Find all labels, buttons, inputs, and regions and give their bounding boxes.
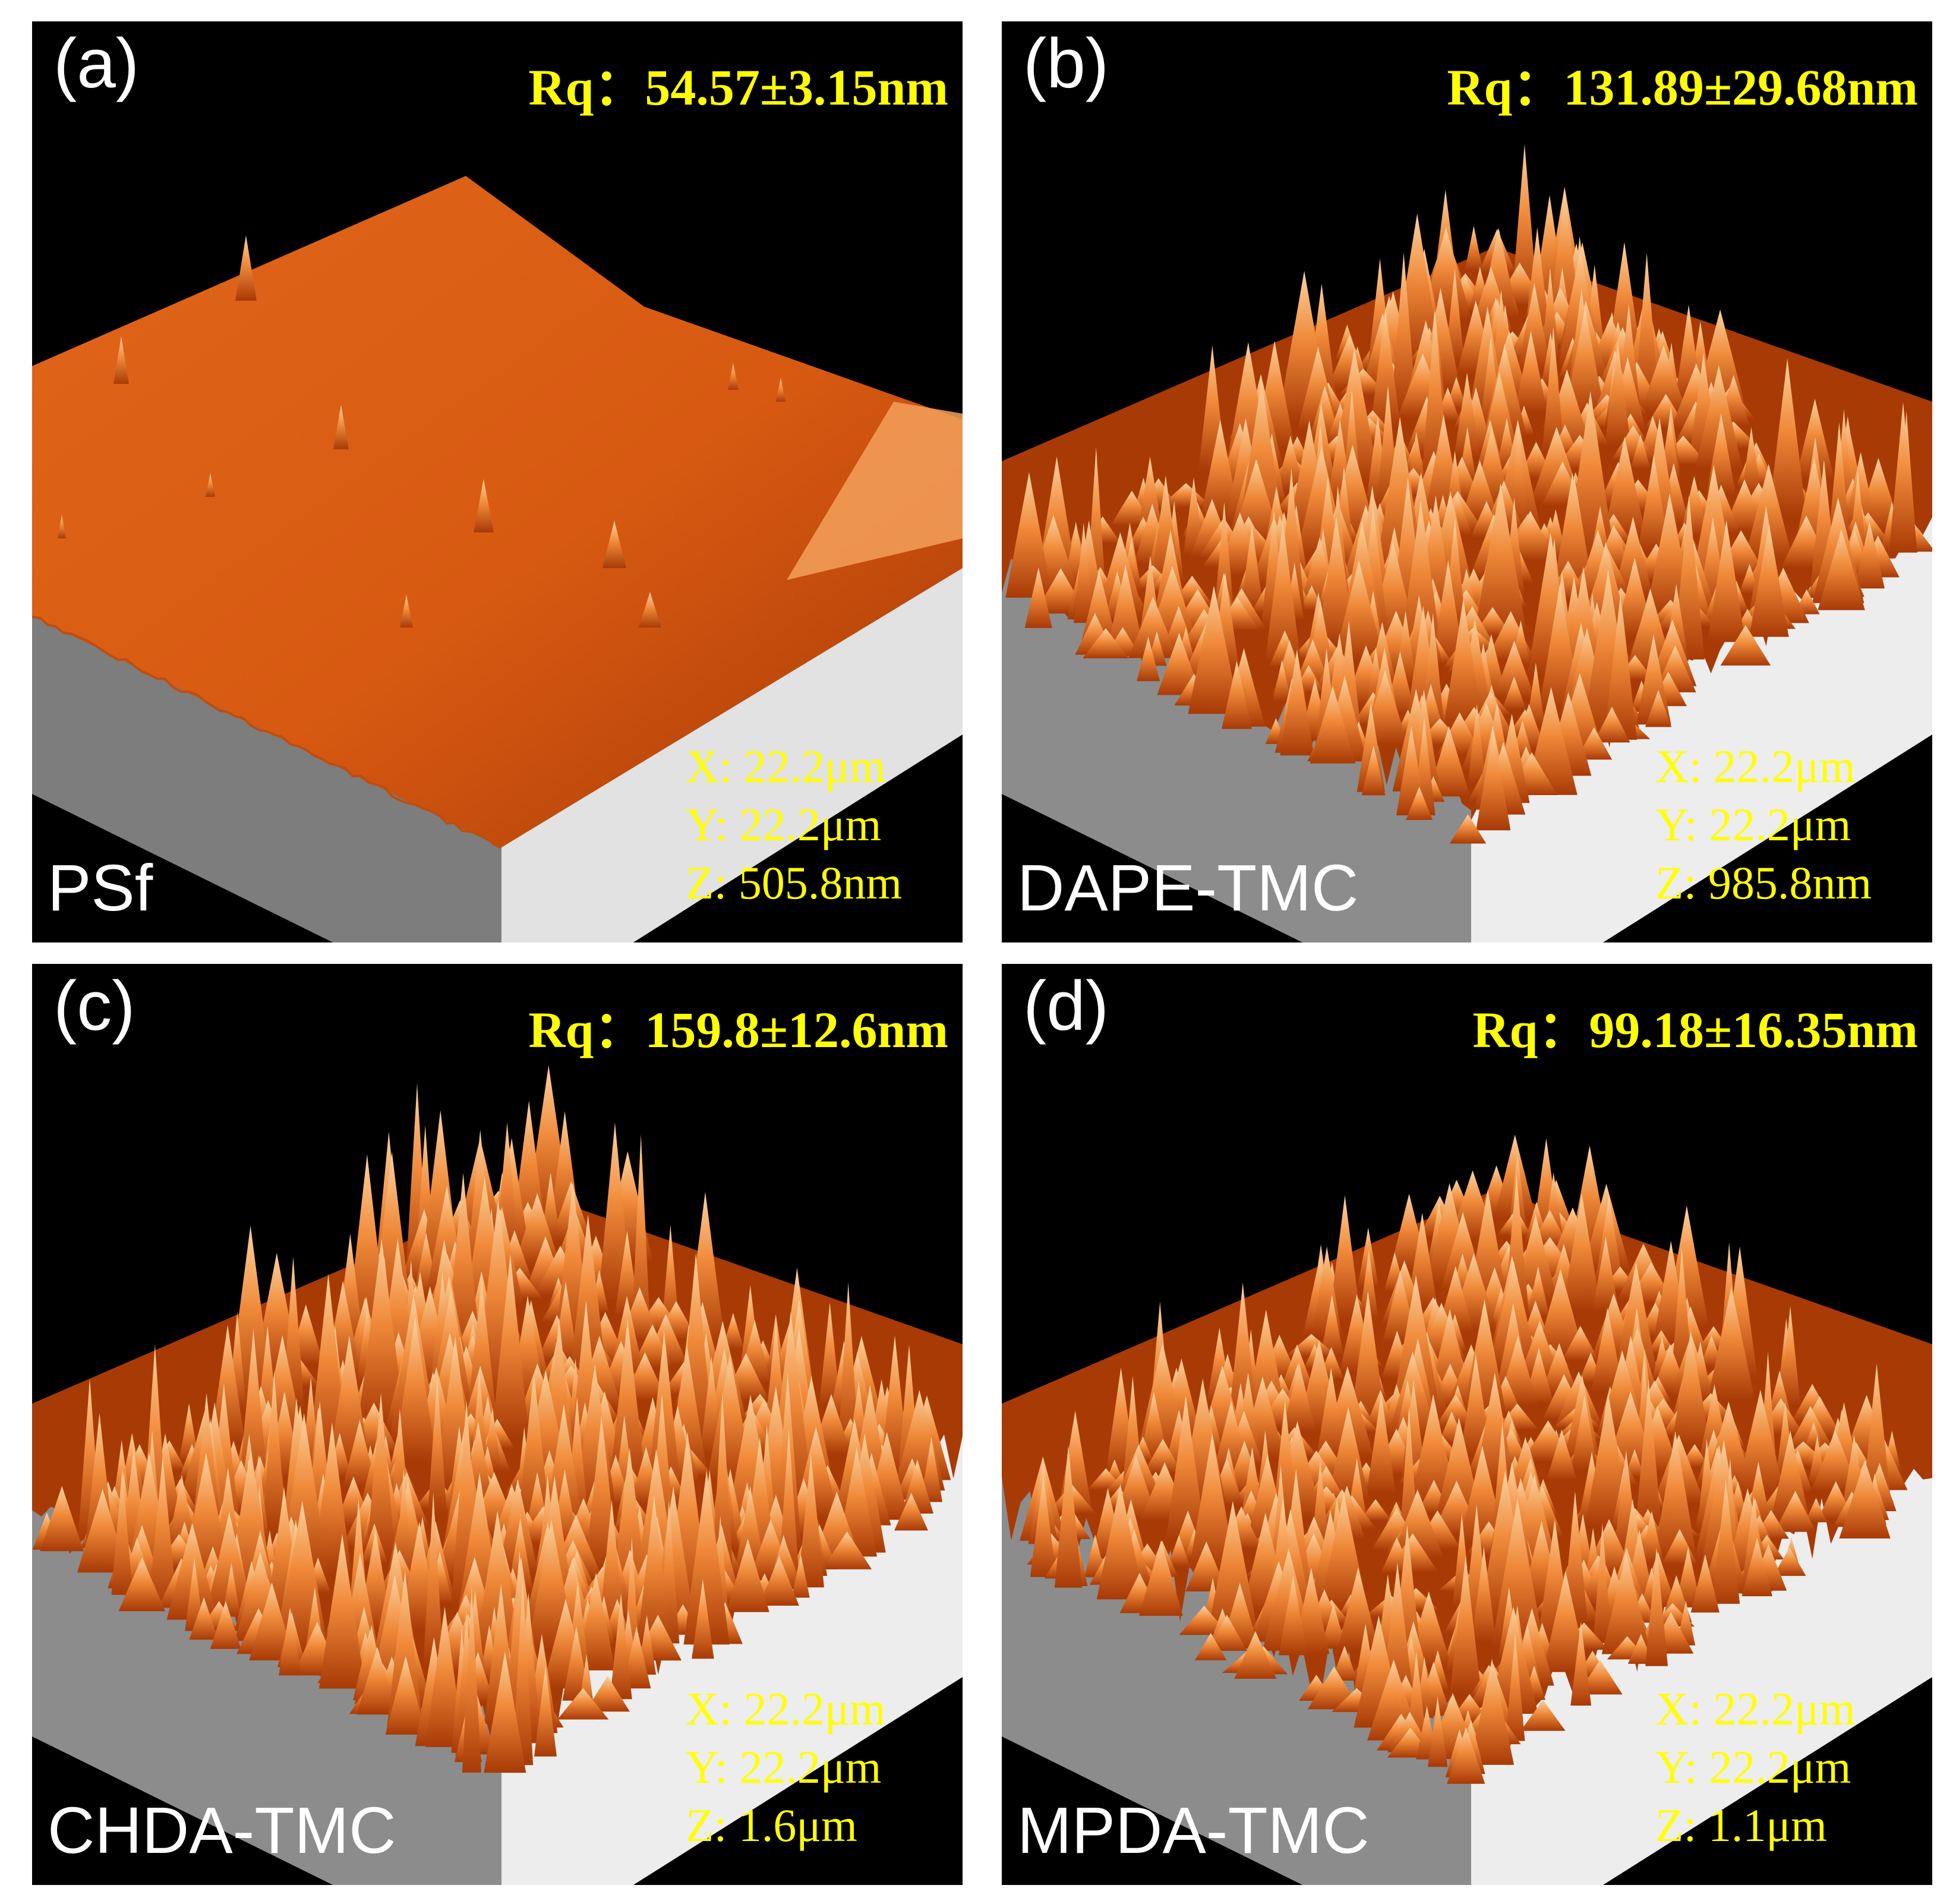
roughness-value: Rq：159.8±12.6nm [528,1001,948,1058]
sample-name: MPDA-TMC [1017,1794,1370,1867]
scan-dimensions: X: 22.2μm Y: 22.2μm Z: 505.8nm [686,737,902,912]
panel-letter: (c) [53,967,135,1045]
scan-dimensions: X: 22.2μm Y: 22.2μm Z: 1.6μm [686,1680,886,1855]
x-scale: X: 22.2μm [1655,1683,1856,1735]
afm-surface-b [1002,144,1932,942]
afm-panel-a: (a) Rq：54.57±3.15nm PSf X: 22.2μm Y: 22.… [32,21,963,942]
x-scale: X: 22.2μm [1655,740,1856,792]
afm-surface-c [32,1065,963,1885]
scan-dimensions: X: 22.2μm Y: 22.2μm Z: 1.1μm [1655,1680,1856,1855]
z-scale: Z: 1.6μm [686,1799,857,1851]
x-scale: X: 22.2μm [686,1683,886,1735]
afm-panel-c: (c) Rq：159.8±12.6nm CHDA-TMC X: 22.2μm Y… [32,964,963,1885]
z-scale: Z: 505.8nm [686,857,902,909]
roughness-value: Rq：99.18±16.35nm [1472,1001,1918,1058]
roughness-value: Rq：54.57±3.15nm [528,59,948,116]
roughness-value: Rq：131.89±29.68nm [1447,59,1918,116]
z-scale: Z: 985.8nm [1655,857,1872,909]
afm-surface-a [32,176,963,942]
sample-name: PSf [48,852,153,925]
panel-letter: (b) [1023,24,1109,103]
y-scale: Y: 22.2μm [1655,799,1851,850]
panel-letter: (a) [53,24,140,103]
y-scale: Y: 22.2μm [686,1741,882,1793]
x-scale: X: 22.2μm [686,740,886,792]
y-scale: Y: 22.2μm [1655,1741,1851,1793]
afm-surface-d [1002,1134,1932,1885]
y-scale: Y: 22.2μm [686,799,882,850]
z-scale: Z: 1.1μm [1655,1799,1827,1851]
afm-panel-d: (d) Rq：99.18±16.35nm MPDA-TMC X: 22.2μm … [1002,964,1932,1885]
panel-letter: (d) [1023,967,1109,1045]
scan-dimensions: X: 22.2μm Y: 22.2μm Z: 985.8nm [1655,737,1872,912]
sample-name: DAPE-TMC [1017,852,1359,925]
afm-panel-b: (b) Rq：131.89±29.68nm DAPE-TMC X: 22.2μm… [1002,21,1932,942]
sample-name: CHDA-TMC [48,1794,396,1867]
